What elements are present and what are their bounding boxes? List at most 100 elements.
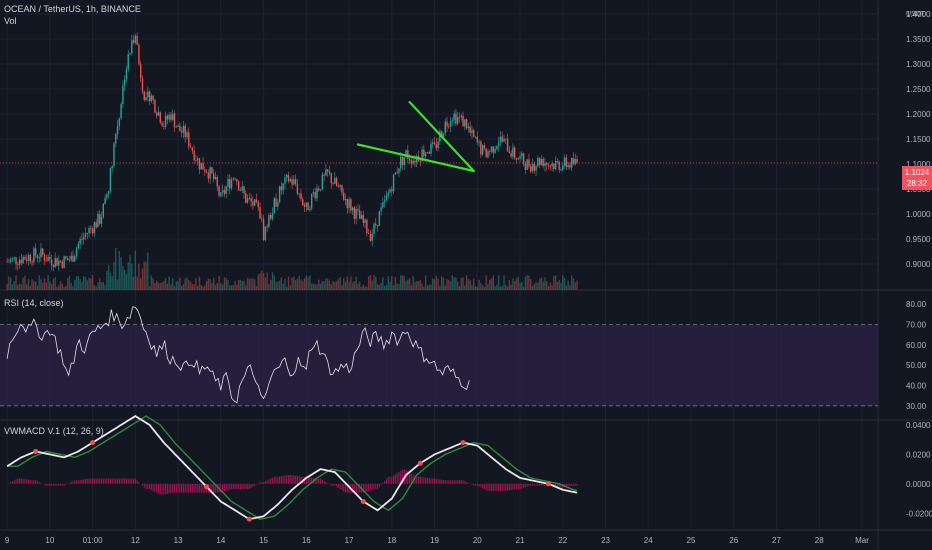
rsi-title[interactable]: RSI [4, 298, 20, 308]
volume-bar [467, 279, 470, 290]
candle-body [129, 53, 131, 55]
volume-label[interactable]: Vol [4, 16, 17, 26]
volume-bar [419, 279, 422, 290]
volume-bar [13, 281, 15, 290]
volume-bar [123, 269, 126, 290]
volume-bar [396, 283, 398, 290]
macd-histogram-bar [259, 482, 261, 484]
price-tick-label: 1.1000 [906, 160, 931, 169]
candle-body [26, 259, 28, 261]
candle-body [131, 40, 133, 54]
macd-histogram-bar [449, 480, 452, 484]
volume-bar [63, 286, 65, 290]
volume-bar [335, 281, 338, 290]
candle-body [383, 200, 386, 203]
macd-histogram-bar [70, 482, 72, 484]
volume-bar [107, 264, 110, 290]
candle-body [421, 149, 423, 162]
rsi-params: (14, close) [21, 298, 64, 308]
volume-bar [200, 284, 202, 290]
candle-body [519, 156, 521, 159]
candle-body [517, 158, 519, 160]
macd-histogram-bar [150, 483, 152, 491]
macd-histogram-bar [170, 483, 172, 494]
macd-histogram-bar [245, 483, 247, 490]
volume-bar [398, 283, 400, 290]
candle-body [310, 193, 313, 209]
candle-body [382, 202, 384, 208]
candle-body [22, 257, 24, 264]
candle-body [273, 198, 275, 214]
macd-histogram-bar [83, 479, 85, 484]
volume-bar [570, 275, 573, 290]
symbol-label[interactable]: OCEAN / TetherUS, 1h, BINANCE [4, 4, 141, 14]
macd-histogram-bar [466, 482, 468, 484]
candle-body [277, 202, 279, 207]
candle-body [314, 192, 316, 199]
candle-body [198, 158, 201, 170]
volume-bar [307, 277, 309, 290]
volume-bar [403, 276, 405, 290]
macd-histogram-bar [467, 482, 469, 484]
macd-histogram-bar [528, 483, 530, 487]
macd-histogram-bar [426, 477, 429, 484]
candle-body [293, 179, 295, 185]
trendline-1[interactable] [408, 100, 475, 173]
candle-body [45, 260, 48, 262]
candle-body [122, 85, 124, 105]
candle-body [75, 248, 78, 257]
volume-bar [494, 286, 496, 290]
candle-body [11, 257, 14, 260]
volume-bar [166, 283, 169, 290]
candle-body [339, 184, 341, 187]
volume-bar [42, 282, 44, 290]
volume-bar [389, 281, 391, 290]
candle-body [305, 202, 308, 207]
candle-body [551, 163, 553, 167]
candle-body [369, 233, 372, 241]
candle-body [50, 259, 53, 266]
volume-bar [483, 286, 486, 290]
macd-histogram-bar [391, 476, 393, 484]
candle-body [234, 178, 236, 180]
candle-body [243, 186, 245, 194]
x-tick-label: 23 [601, 536, 610, 545]
macd-histogram-bar [521, 483, 523, 489]
macd-histogram-bar [241, 483, 243, 490]
candle-body [330, 173, 332, 184]
trendline-0[interactable] [356, 143, 475, 173]
volume-bar [156, 280, 158, 290]
volume-bar [207, 278, 210, 290]
candle-body [350, 199, 352, 211]
candle-body [362, 215, 365, 223]
macd-histogram-bar [15, 479, 17, 484]
candle-body [400, 156, 402, 169]
macd-tick-label: 0.0400 [906, 421, 931, 430]
macd-histogram-bar [8, 482, 10, 484]
volume-bar [383, 285, 386, 290]
macd-histogram-bar [236, 483, 238, 490]
macd-cross-dot [246, 516, 252, 522]
price-tick-label: 1.3500 [906, 35, 931, 44]
volume-bar [369, 275, 372, 290]
macd-histogram-bar [54, 483, 56, 486]
candle-body [489, 151, 491, 153]
candle-body [455, 113, 457, 124]
macd-histogram-bar [382, 482, 384, 484]
volume-bar [65, 285, 67, 290]
candle-body [216, 176, 218, 187]
volume-bar [170, 284, 172, 290]
macd-histogram-bar [58, 483, 60, 486]
volume-bar [175, 281, 178, 290]
candle-body [196, 158, 199, 161]
volume-bar [437, 278, 439, 290]
volume-bar [125, 273, 128, 290]
x-tick-label: 16 [302, 536, 311, 545]
candle-body [512, 147, 514, 157]
volume-bar [284, 278, 286, 290]
candle-body [77, 243, 80, 249]
candle-body [453, 113, 455, 120]
macd-title[interactable]: VWMACD V.1 [4, 426, 61, 436]
macd-histogram-bar [161, 483, 163, 495]
